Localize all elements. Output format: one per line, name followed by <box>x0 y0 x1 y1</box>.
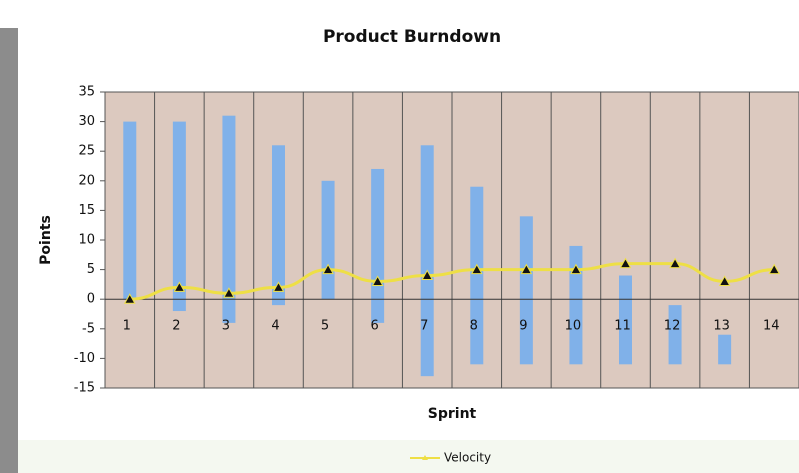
side-strip <box>0 28 18 473</box>
x-tick-label: 7 <box>420 319 428 334</box>
bottom-strip <box>18 440 799 473</box>
x-tick-label: 11 <box>614 319 631 334</box>
marker <box>123 293 136 304</box>
bar <box>222 115 236 323</box>
marker <box>718 275 731 286</box>
y-tick-label: 10 <box>78 233 95 248</box>
bar <box>420 145 434 377</box>
legend-label: Velocity <box>444 451 491 465</box>
marker <box>768 263 781 275</box>
bar <box>371 168 385 323</box>
x-tick-label: 13 <box>713 319 730 334</box>
y-axis-label: Points <box>38 215 54 265</box>
y-tick-label: 0 <box>87 292 95 307</box>
x-tick-label: 9 <box>519 319 527 334</box>
chart-title: Product Burndown <box>323 27 501 47</box>
marker <box>371 275 384 286</box>
bar <box>123 121 137 300</box>
marker <box>470 263 483 275</box>
y-tick-label: -15 <box>74 381 95 396</box>
x-tick-label: 2 <box>172 319 180 334</box>
legend-marker <box>422 455 428 460</box>
marker <box>223 287 235 298</box>
x-axis-label: Sprint <box>428 406 477 422</box>
bar <box>272 145 285 306</box>
y-tick-label: 30 <box>78 114 95 129</box>
marker <box>570 263 582 275</box>
x-tick-label: 12 <box>664 319 681 334</box>
y-tick-label: 20 <box>78 173 95 188</box>
y-tick-label: 15 <box>78 203 95 218</box>
bar <box>321 180 335 300</box>
y-tick-label: 25 <box>78 144 95 159</box>
x-tick-label: 6 <box>371 319 379 334</box>
bar <box>569 245 583 365</box>
marker <box>272 281 285 292</box>
x-tick-label: 8 <box>470 319 478 334</box>
bar <box>619 275 632 365</box>
marker <box>669 257 681 269</box>
x-tick-label: 14 <box>763 319 780 334</box>
y-tick-label: -10 <box>74 351 95 366</box>
bar <box>470 186 484 365</box>
y-tick-label: 35 <box>78 85 95 100</box>
bar <box>172 121 186 312</box>
marker <box>619 257 632 269</box>
x-tick-label: 3 <box>222 319 230 334</box>
marker <box>520 263 533 275</box>
x-tick-label: 4 <box>271 319 279 334</box>
bar <box>668 305 682 365</box>
marker <box>421 269 434 281</box>
x-tick-label: 5 <box>321 319 329 334</box>
bar <box>519 216 533 365</box>
marker <box>173 281 186 292</box>
x-tick-label: 1 <box>123 319 131 334</box>
x-tick-label: 10 <box>565 319 582 334</box>
y-tick-label: 5 <box>87 262 95 277</box>
bar <box>718 334 732 365</box>
marker <box>322 263 334 275</box>
y-tick-label: -5 <box>82 321 95 336</box>
